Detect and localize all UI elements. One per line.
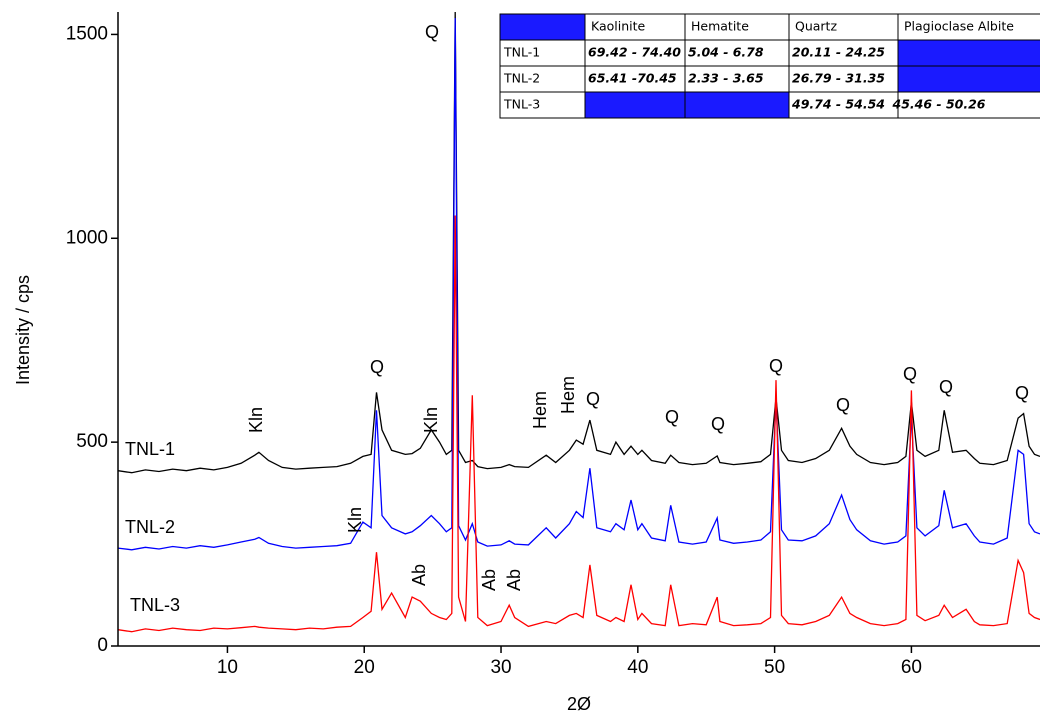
table-header: Plagioclase Albite — [904, 19, 1014, 34]
table-fill — [898, 66, 1040, 92]
x-tick-label: 60 — [901, 657, 922, 678]
table-header: Quartz — [795, 19, 837, 34]
table-cell: 49.74 - 54.54 — [791, 97, 885, 112]
table-fill — [585, 92, 685, 118]
annotation: Q — [939, 377, 953, 397]
series-label: TNL-2 — [125, 517, 175, 537]
annotation: Q — [836, 395, 850, 415]
annotation: Kln — [345, 507, 365, 533]
table-cell: 5.04 - 6.78 — [688, 45, 764, 60]
y-tick-label: 500 — [76, 431, 108, 452]
y-axis-label: Intensity / cps — [13, 275, 33, 385]
annotation: Q — [665, 407, 679, 427]
annotation: Ab — [504, 569, 524, 591]
y-tick-label: 1000 — [66, 227, 108, 248]
annotation: Ab — [479, 569, 499, 591]
table-fill — [898, 40, 1040, 66]
table-cell: 2.33 - 3.65 — [688, 71, 764, 86]
annotation: Q — [425, 22, 439, 42]
annotation: Hem — [530, 391, 550, 429]
annotation: Ab — [409, 564, 429, 586]
table-header: Kaolinite — [591, 19, 646, 34]
annotation: Q — [370, 357, 384, 377]
table-cell: 45.46 - 50.26 — [892, 97, 986, 112]
table-corner — [500, 14, 585, 40]
table-header: Hematite — [691, 19, 749, 34]
x-tick-label: 10 — [217, 657, 238, 678]
y-tick-label: 1500 — [66, 23, 108, 44]
table-fill — [685, 92, 789, 118]
table-row-name: TNL-1 — [503, 45, 540, 60]
x-tick-label: 30 — [490, 657, 511, 678]
annotation: Q — [769, 356, 783, 376]
table-cell: 20.11 - 24.25 — [792, 45, 885, 60]
series-label: TNL-3 — [130, 595, 180, 615]
y-tick-label: 0 — [97, 635, 108, 656]
series-line — [117, 11, 1040, 474]
table-cell: 65.41 -70.45 — [588, 71, 677, 86]
annotation: Kln — [246, 407, 266, 433]
table-row-name: TNL-2 — [503, 71, 540, 86]
table-cell: 26.79 - 31.35 — [792, 71, 885, 86]
series-line — [117, 215, 1040, 633]
annotation: Q — [1015, 383, 1029, 403]
series-label: TNL-1 — [125, 439, 175, 459]
x-tick-label: 50 — [764, 657, 785, 678]
annotation: Kln — [421, 407, 441, 433]
x-axis-label: 2Ø — [567, 694, 591, 714]
annotation: Q — [711, 414, 725, 434]
annotation: Hem — [558, 376, 578, 414]
table-row-name: TNL-3 — [503, 97, 540, 112]
annotation: Q — [586, 389, 600, 409]
series-line — [117, 18, 1040, 551]
x-tick-label: 20 — [354, 657, 375, 678]
table-cell: 69.42 - 74.40 — [588, 45, 681, 60]
x-tick-label: 40 — [627, 657, 648, 678]
annotation: Q — [903, 364, 917, 384]
table: Kaolinite Hematite Quartz Plagioclase Albit… — [499, 13, 1040, 119]
